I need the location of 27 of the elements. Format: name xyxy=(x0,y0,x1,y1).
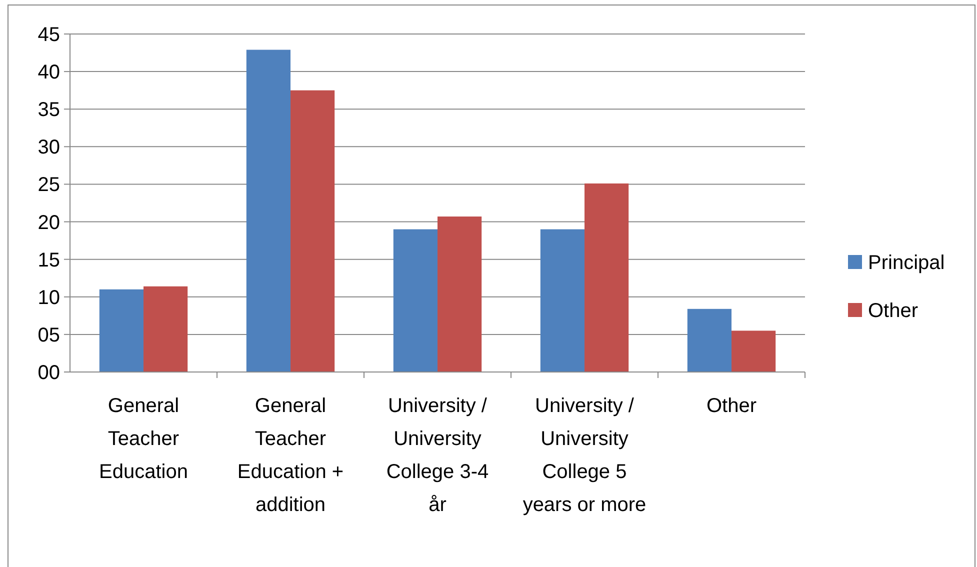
y-tick-label: 05 xyxy=(38,324,60,346)
legend-label: Other xyxy=(868,300,918,322)
bar xyxy=(540,229,584,372)
bar xyxy=(144,286,188,372)
x-tick-label: General Teacher Education xyxy=(99,395,188,483)
bar xyxy=(393,229,438,372)
x-tick-label: University / University College 3-4 år xyxy=(386,395,489,516)
y-tick-label: 30 xyxy=(38,136,60,159)
x-tick-label: University / University College 5 years or more xyxy=(522,395,646,516)
y-tick-label: 10 xyxy=(38,286,60,309)
y-tick-label: 40 xyxy=(38,62,60,84)
bar xyxy=(99,289,144,372)
y-tick-label: 45 xyxy=(38,24,60,46)
y-tick-label: 25 xyxy=(38,174,60,196)
y-tick-label: 15 xyxy=(38,249,60,272)
bar xyxy=(290,90,335,372)
bar xyxy=(438,216,482,372)
y-tick-label: 35 xyxy=(38,99,60,122)
x-tick-label: General Teacher Education + addition xyxy=(237,395,344,516)
bar xyxy=(732,330,776,372)
legend-label: Principal xyxy=(868,252,945,274)
bar xyxy=(687,308,732,372)
y-tick-label: 00 xyxy=(38,362,60,384)
y-tick-label: 20 xyxy=(38,212,60,234)
bar xyxy=(584,183,629,372)
x-tick-label: Other xyxy=(706,395,757,417)
bar xyxy=(246,50,290,372)
